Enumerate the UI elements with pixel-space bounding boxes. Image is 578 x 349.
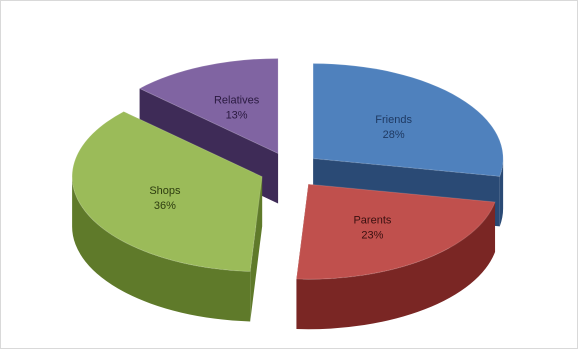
slice-top-friends <box>312 63 504 177</box>
slice-top-relatives <box>138 57 279 155</box>
slice-rim-friends <box>499 158 504 227</box>
slice-value-shops: 36% <box>154 200 176 212</box>
slice-top-shops <box>71 111 263 272</box>
slice-label-shops: Shops <box>149 185 181 197</box>
slice-rim-shops <box>72 176 251 322</box>
slice-shops <box>71 111 263 322</box>
labels-layer: Friends 28% Parents 23% Shops 36% Relatives 13% <box>149 95 412 242</box>
slice-label-parents: Parents <box>353 215 391 227</box>
slice-label-relatives: Relatives <box>214 95 260 107</box>
slice-label-friends: Friends <box>375 114 412 126</box>
slice-top-parents <box>295 183 496 280</box>
slice-parents <box>295 183 496 330</box>
slice-value-parents: 23% <box>361 230 383 242</box>
slice-value-relatives: 13% <box>226 110 248 122</box>
slice-value-friends: 28% <box>383 129 405 141</box>
slice-rim-parents <box>296 202 496 330</box>
slices-layer <box>71 57 504 330</box>
